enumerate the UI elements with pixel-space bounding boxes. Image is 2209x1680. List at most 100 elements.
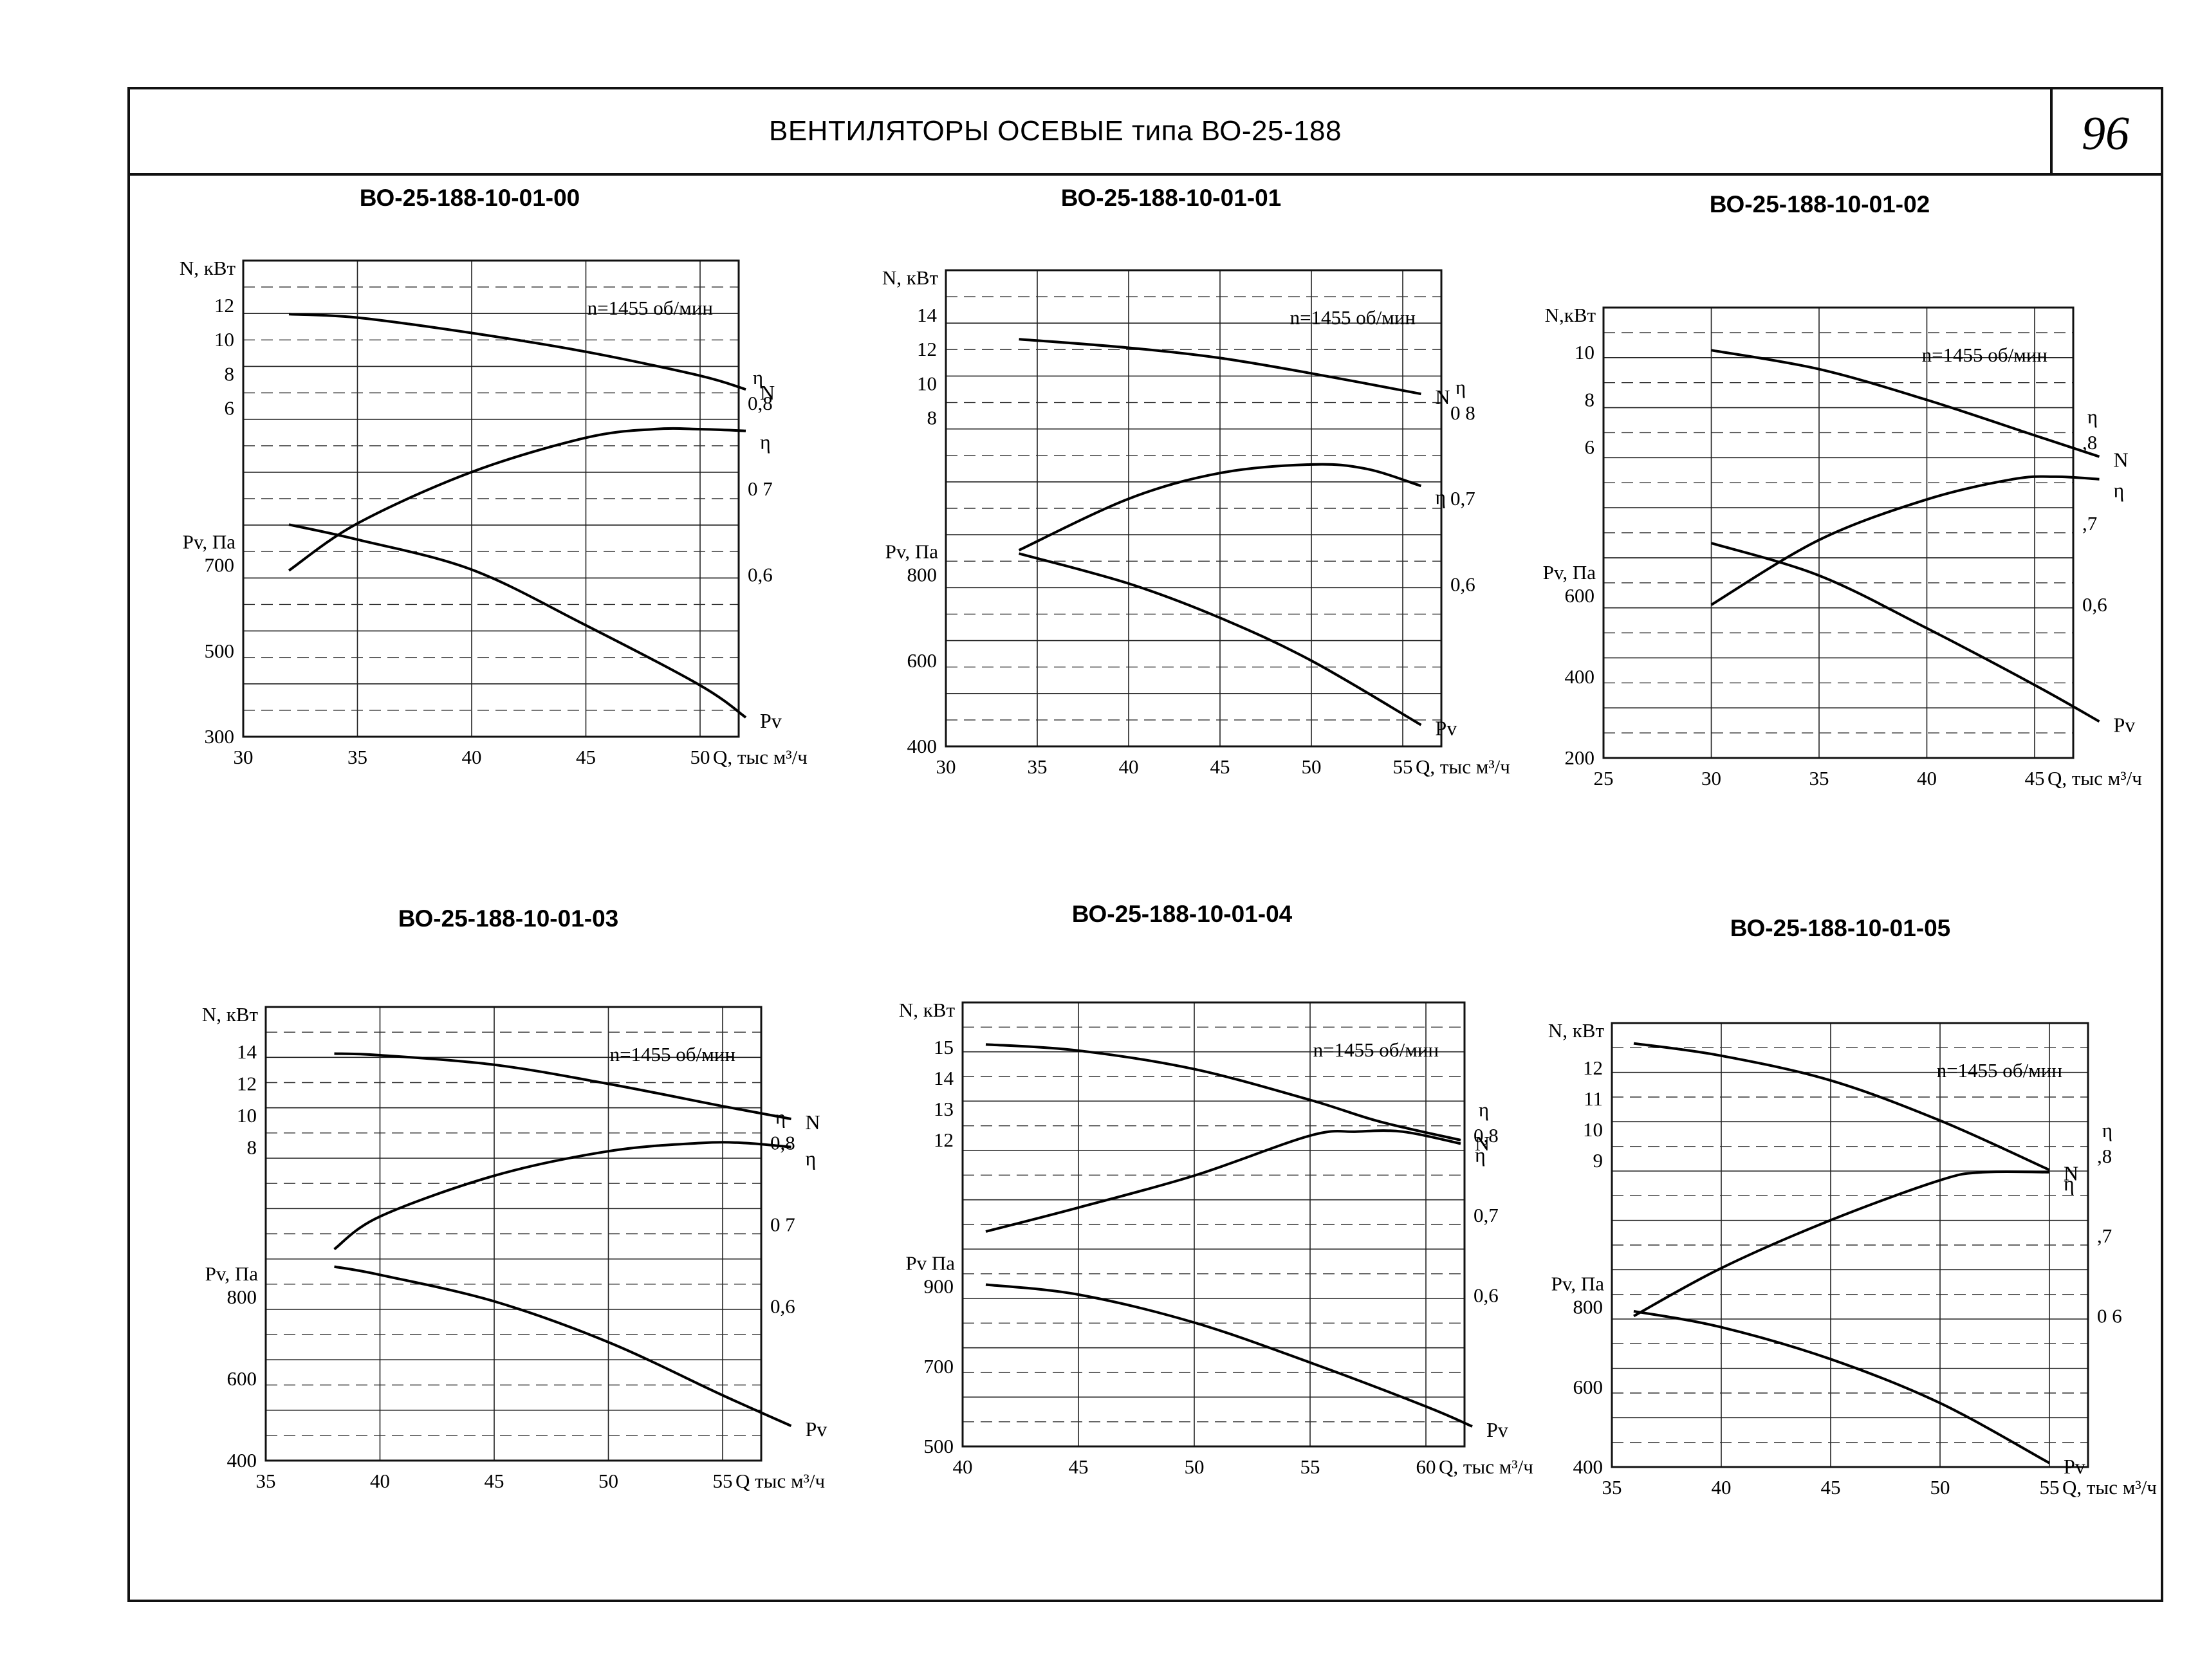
x-tick-label: 50 — [1302, 755, 1322, 778]
n-tick-label: 6 — [225, 396, 235, 419]
curve-pv — [288, 523, 747, 719]
series-label: Pv — [1435, 717, 1457, 740]
curve-eta — [288, 427, 746, 572]
x-tick-label: 45 — [485, 1470, 504, 1492]
n-tick-label: 10 — [1583, 1118, 1603, 1141]
series-label: N — [2114, 448, 2129, 472]
curve-n — [288, 313, 746, 391]
x-tick-label: 40 — [953, 1455, 973, 1478]
x-axis-label: Q тыс м³/ч — [735, 1470, 825, 1492]
n-tick-label: 6 — [1585, 436, 1595, 458]
x-tick-label: 40 — [462, 746, 482, 768]
pv-tick-label: 500 — [924, 1435, 954, 1457]
series-label: N — [806, 1111, 820, 1134]
eta-axis-label: η — [753, 366, 763, 389]
x-tick-label: 55 — [713, 1470, 733, 1492]
n-tick-label: 14 — [237, 1040, 257, 1063]
series-label: Pv — [806, 1417, 827, 1441]
series-label: N — [2064, 1161, 2078, 1185]
pv-tick-label: 800 — [1573, 1296, 1604, 1318]
x-tick-label: 30 — [1701, 767, 1721, 789]
eta-tick-label: 0 7 — [748, 477, 773, 500]
eta-tick-label: 0 7 — [770, 1213, 795, 1235]
eta-tick-label: ,7 — [2082, 512, 2097, 535]
n-tick-label: 8 — [225, 362, 235, 385]
n-tick-label: 8 — [1585, 389, 1595, 411]
x-axis-label: Q, тыс м³/ч — [1439, 1455, 1533, 1478]
eta-tick-label: 0,8 — [1474, 1124, 1499, 1147]
n-tick-label: 10 — [237, 1104, 257, 1127]
eta-tick-label: 0 8 — [1450, 402, 1475, 424]
charts-container: ВО-25-188-10-01-00 30 35 40 45 50 Q, тыс м³/ч N… — [180, 185, 2157, 1499]
n-tick-label: 12 — [1583, 1057, 1603, 1079]
x-tick-label: 45 — [576, 746, 596, 768]
series-label: η — [2064, 1172, 2075, 1195]
n-tick-label: 12 — [917, 338, 937, 360]
eta-tick-label: ,8 — [2082, 431, 2097, 454]
page-number: 96 — [2082, 107, 2129, 160]
n-tick-label: 15 — [934, 1036, 954, 1058]
x-tick-label: 40 — [370, 1470, 390, 1492]
eta-tick-label: ,8 — [2097, 1145, 2112, 1167]
curve-pv — [1710, 542, 2100, 723]
x-tick-label: 50 — [598, 1470, 618, 1492]
n-tick-label: 13 — [934, 1098, 954, 1120]
pv-tick-label: 400 — [1565, 665, 1595, 688]
n-axis-label: N, кВт — [882, 266, 939, 289]
pv-tick-label: 600 — [1573, 1376, 1604, 1398]
curve-pv — [985, 1283, 1473, 1428]
pv-tick-label: 700 — [924, 1355, 954, 1378]
pv-axis-label: Pv, Па — [885, 540, 939, 563]
x-tick-label: 45 — [1210, 755, 1230, 778]
speed-annotation: n=1455 об/мин — [1937, 1059, 2062, 1082]
chart-title: ВО-25-188-10-01-02 — [1710, 191, 1930, 217]
x-tick-label: 45 — [2025, 767, 2045, 789]
plot-frame — [242, 259, 740, 738]
series-label: Pv — [2114, 713, 2136, 736]
eta-axis-label: η — [2087, 405, 2098, 428]
x-tick-label: 50 — [1185, 1455, 1205, 1478]
x-tick-label: 55 — [1300, 1455, 1320, 1478]
n-tick-label: 8 — [927, 406, 938, 429]
pv-tick-label: 400 — [1573, 1455, 1604, 1478]
pv-tick-label: 600 — [227, 1367, 257, 1390]
chart-title: ВО-25-188-10-01-01 — [1061, 185, 1282, 211]
n-axis-label: N, кВт — [202, 1003, 259, 1026]
n-tick-label: 8 — [247, 1136, 257, 1159]
chart-1: ВО-25-188-10-01-01 30 35 40 45 50 55 Q, тыс м³/… — [882, 185, 1510, 778]
eta-axis-label: η — [1456, 376, 1466, 398]
x-axis-label: Q, тыс м³/ч — [1416, 755, 1510, 778]
n-tick-label: 11 — [1584, 1087, 1603, 1110]
pv-axis-label: Pv, Па — [1543, 561, 1596, 584]
curve-n — [1633, 1042, 2050, 1172]
eta-tick-label: ,7 — [2097, 1224, 2112, 1247]
pv-axis-label: Pv, Па — [183, 531, 236, 553]
x-tick-label: 60 — [1416, 1455, 1436, 1478]
series-label: η — [2114, 479, 2125, 502]
eta-axis-label: η — [2102, 1119, 2112, 1141]
n-axis-label: N, кВт — [180, 257, 236, 279]
curve-n — [985, 1043, 1461, 1141]
x-axis-label: Q, тыс м³/ч — [2047, 767, 2142, 789]
pv-axis-label: Pv Па — [905, 1252, 955, 1275]
chart-title: ВО-25-188-10-01-05 — [1730, 915, 1951, 941]
speed-annotation: n=1455 об/мин — [1313, 1038, 1439, 1061]
curve-n — [1019, 338, 1421, 396]
curve-eta — [1018, 463, 1421, 551]
pv-tick-label: 200 — [1565, 746, 1595, 769]
n-tick-label: 14 — [934, 1067, 954, 1089]
n-tick-label: 10 — [214, 328, 234, 351]
n-tick-label: 10 — [1575, 341, 1594, 364]
eta-axis-label: η — [1479, 1098, 1489, 1121]
x-tick-label: 35 — [256, 1470, 276, 1492]
n-axis-label: N,кВт — [1545, 304, 1596, 326]
x-tick-label: 35 — [1809, 767, 1829, 789]
chart-title: ВО-25-188-10-01-03 — [398, 905, 619, 932]
chart-title: ВО-25-188-10-01-00 — [360, 185, 580, 211]
x-tick-label: 40 — [1712, 1476, 1732, 1499]
x-tick-label: 50 — [690, 746, 710, 768]
curve-pv — [334, 1265, 792, 1427]
chart-2: ВО-25-188-10-01-02 25 30 35 40 45 Q, тыс м³/ч N… — [1543, 191, 2142, 789]
speed-annotation: n=1455 об/мин — [610, 1043, 735, 1066]
n-tick-label: 9 — [1593, 1149, 1604, 1172]
